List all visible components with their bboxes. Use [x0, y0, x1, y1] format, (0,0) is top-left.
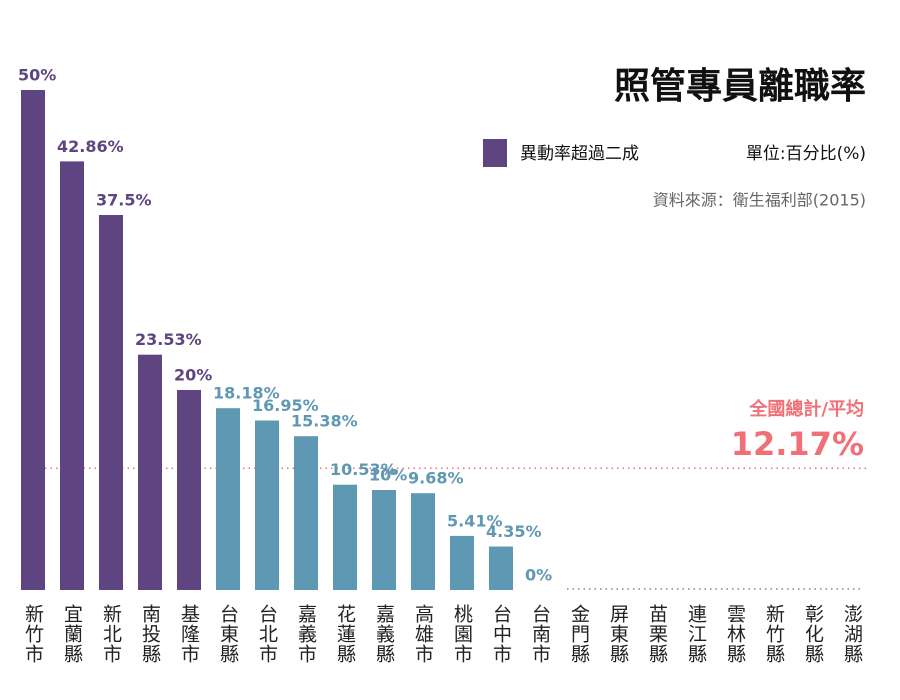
value-label: 23.53% [135, 330, 202, 349]
x-tick-label: 新竹縣 [763, 604, 785, 664]
value-label: 50% [18, 66, 56, 85]
x-tick-label: 苗栗縣 [646, 604, 668, 664]
x-tick-label: 連江縣 [685, 604, 707, 664]
x-tick-label: 高雄市 [412, 604, 434, 664]
x-tick-label: 金門縣 [568, 604, 590, 664]
bar [411, 493, 435, 590]
unit: 單位:百分比(%) [746, 144, 866, 164]
bar [99, 215, 123, 590]
bar [489, 546, 513, 590]
bar [372, 490, 396, 590]
value-label: 16.95% [252, 396, 319, 415]
value-label: 9.68% [408, 469, 464, 488]
x-tick-label: 南投縣 [139, 604, 161, 664]
average-name: 全國總計/平均 [748, 398, 864, 420]
value-label: 4.35% [486, 522, 542, 541]
legend-swatch [483, 139, 507, 167]
bar [60, 161, 84, 590]
x-tick-label: 花蓮縣 [334, 604, 356, 664]
chart-title: 照管專員離職率 [614, 66, 866, 107]
bar [138, 354, 162, 590]
bar [294, 436, 318, 590]
legend-label: 異動率超過二成 [520, 144, 639, 164]
x-tick-label: 新北市 [100, 604, 122, 664]
value-label: 10% [369, 466, 407, 485]
bar [450, 535, 474, 590]
value-label: 0% [525, 566, 552, 585]
x-tick-label: 台東縣 [217, 604, 239, 664]
value-label: 15.38% [291, 412, 358, 431]
x-tick-label: 嘉義市 [295, 604, 317, 664]
value-label: 10.53% [330, 460, 397, 479]
x-tick-label: 新竹市 [22, 604, 44, 664]
x-tick-label: 彰化縣 [802, 604, 824, 664]
x-tick-label: 台南市 [529, 604, 551, 664]
x-tick-label: 桃園市 [451, 604, 473, 664]
value-label: 20% [174, 366, 212, 385]
value-label: 5.41% [447, 511, 503, 530]
value-label: 18.18% [213, 384, 280, 403]
value-label: 37.5% [96, 191, 152, 210]
value-label: 42.86% [57, 137, 124, 156]
bar [255, 420, 279, 590]
x-tick-label: 澎湖縣 [841, 604, 863, 664]
average-label: 12.17% [731, 425, 864, 463]
x-tick-label: 宜蘭縣 [61, 604, 83, 664]
x-tick-label: 雲林縣 [724, 604, 746, 664]
bar [216, 408, 240, 590]
source: 資料來源：衛生福利部(2015) [653, 191, 866, 210]
x-tick-label: 屏東縣 [607, 604, 629, 664]
bar [21, 90, 45, 590]
x-tick-label: 台中市 [490, 604, 512, 664]
x-tick-label: 嘉義縣 [373, 604, 395, 664]
bar [177, 390, 201, 590]
x-tick-label: 基隆市 [178, 604, 200, 664]
bar [333, 484, 357, 590]
x-tick-label: 台北市 [256, 604, 278, 664]
